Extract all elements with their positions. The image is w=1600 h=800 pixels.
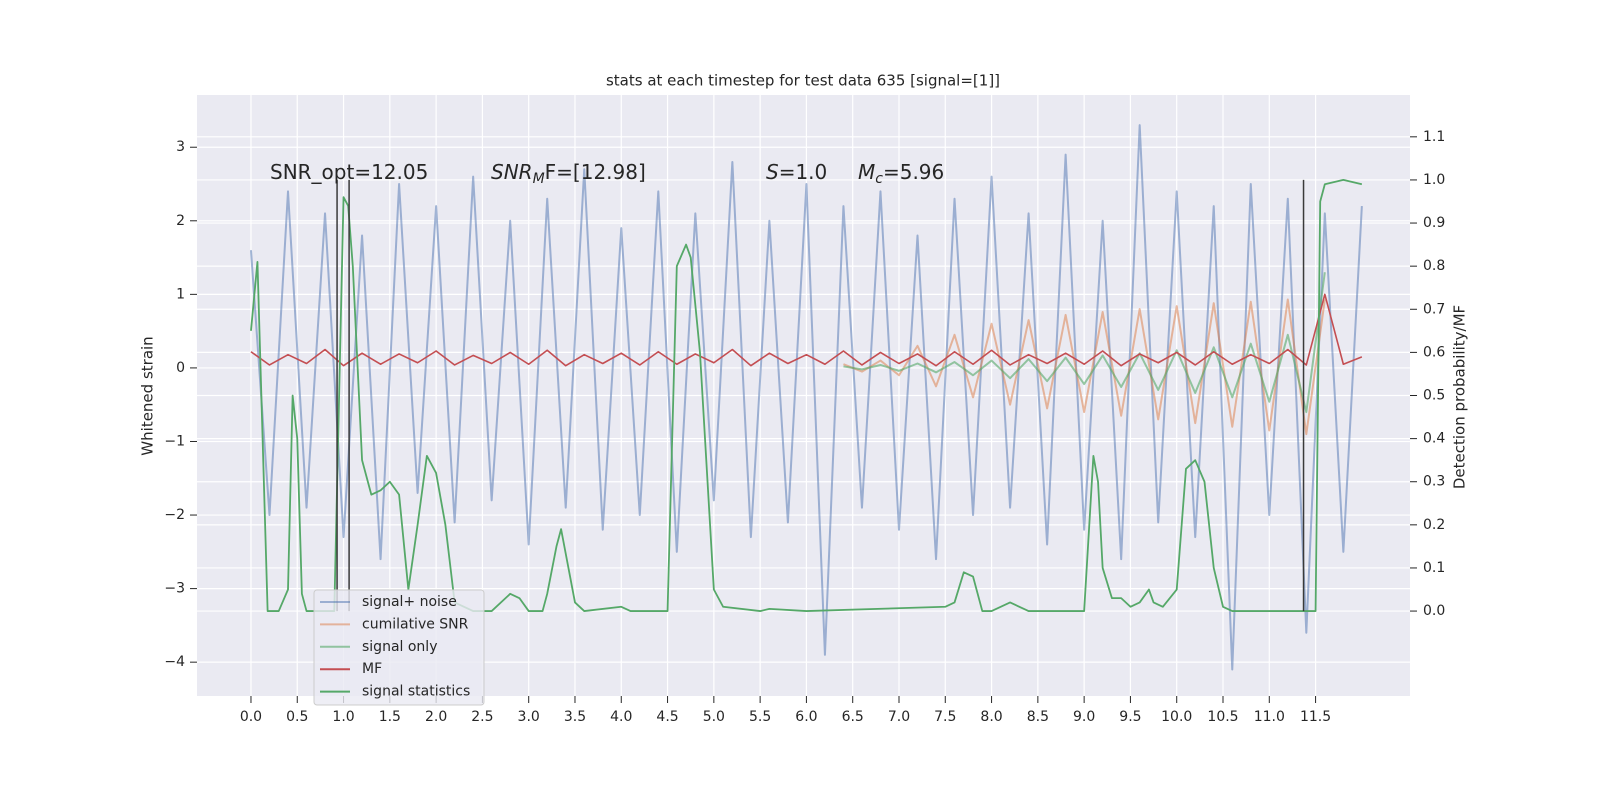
x-tick-label: 3.0	[518, 709, 540, 725]
x-tick-label: 10.5	[1207, 709, 1238, 725]
x-tick-label: 8.5	[1027, 709, 1049, 725]
y2-tick-label: 0.1	[1423, 560, 1445, 576]
series-line	[250, 179, 1363, 612]
series-line	[843, 298, 1326, 436]
legend: signal+ noise cumilative SNR signal only MF…	[313, 589, 485, 706]
annotation-part: M	[858, 160, 875, 184]
legend-box	[313, 589, 485, 706]
x-tick-label: 6.0	[795, 709, 817, 725]
y2-tick-label: 1.1	[1423, 129, 1445, 145]
y2-tick-label: 0.7	[1423, 301, 1445, 317]
x-tick-label: 2.5	[471, 709, 493, 725]
x-tick-label: 2.0	[425, 709, 447, 725]
x-tick-label: 4.0	[610, 709, 632, 725]
y-tick-label: −4	[164, 654, 185, 670]
chart-title: stats at each timestep for test data 635…	[606, 72, 1000, 90]
legend-label: signal only	[362, 639, 437, 655]
x-tick-label: 9.0	[1073, 709, 1095, 725]
x-tick-label: 5.0	[703, 709, 725, 725]
y-tick-label: 2	[176, 213, 185, 229]
series-line	[249, 124, 1363, 671]
y2-tick-label: 0.0	[1423, 603, 1445, 619]
x-tick-label: 1.0	[332, 709, 354, 725]
annotation-part: S	[766, 160, 779, 184]
annotation: SNR_opt=12.05	[270, 160, 428, 184]
legend-label: signal statistics	[362, 684, 470, 700]
annotation-part: =1.0	[779, 160, 828, 184]
y2-tick-label: 0.9	[1423, 215, 1445, 231]
y2-tick-label: 0.2	[1423, 517, 1445, 533]
x-tick-label: 10.0	[1161, 709, 1192, 725]
x-tick-label: 4.5	[656, 709, 678, 725]
annotation: Mc=5.96	[858, 160, 944, 188]
y2-tick-label: 0.3	[1423, 474, 1445, 490]
x-tick-label: 0.5	[286, 709, 308, 725]
legend-label: signal+ noise	[362, 594, 457, 610]
y-tick-label: −1	[164, 433, 185, 449]
y2-tick-label: 0.6	[1423, 344, 1445, 360]
legend-label: MF	[362, 661, 382, 677]
annotation: S=1.0	[766, 160, 827, 184]
y-tick-label: −2	[164, 507, 185, 523]
x-tick-label: 8.0	[980, 709, 1002, 725]
axes: −4 −3 −2 −1 0 1 2 3 0.0 0.1 0.2 0.3 0.4 0.5 0.6 0.7 0.8 0…	[164, 129, 1445, 725]
y-tick-label: −3	[164, 581, 185, 597]
y2-tick-label: 1.0	[1423, 172, 1445, 188]
y-axis-label: Whitened strain	[139, 336, 157, 455]
x-tick-label: 9.5	[1119, 709, 1141, 725]
y2-axis-label: Detection probability/MF	[1451, 305, 1469, 489]
series-line	[843, 272, 1326, 414]
x-tick-label: 7.5	[934, 709, 956, 725]
y-tick-label: 0	[176, 360, 185, 376]
y2-tick-label: 0.8	[1423, 258, 1445, 274]
annotation-part: F=[12.98]	[545, 160, 646, 184]
annotation-part: M	[533, 171, 545, 187]
x-tick-label: 3.5	[564, 709, 586, 725]
series-line	[250, 293, 1363, 367]
x-tick-label: 0.0	[240, 709, 262, 725]
y2-tick-label: 0.4	[1423, 431, 1445, 447]
x-tick-label: 7.0	[888, 709, 910, 725]
y2-tick-label: 0.5	[1423, 388, 1445, 404]
x-tick-label: 1.5	[379, 709, 401, 725]
x-tick-label: 5.5	[749, 709, 771, 725]
annotation-part: c	[875, 171, 883, 187]
y-tick-label: 1	[176, 286, 185, 302]
y-tick-label: 3	[176, 139, 185, 155]
legend-label: cumilative SNR	[362, 616, 469, 632]
annotation-part: SNR	[491, 160, 533, 184]
annotation-part: =5.96	[883, 160, 944, 184]
annotation-part: SNR_opt=12.05	[270, 160, 428, 184]
x-tick-label: 11.0	[1254, 709, 1285, 725]
marks	[249, 124, 1363, 671]
x-tick-label: 11.5	[1300, 709, 1331, 725]
x-tick-label: 6.5	[842, 709, 864, 725]
annotation: SNRMF=[12.98]	[491, 160, 646, 188]
